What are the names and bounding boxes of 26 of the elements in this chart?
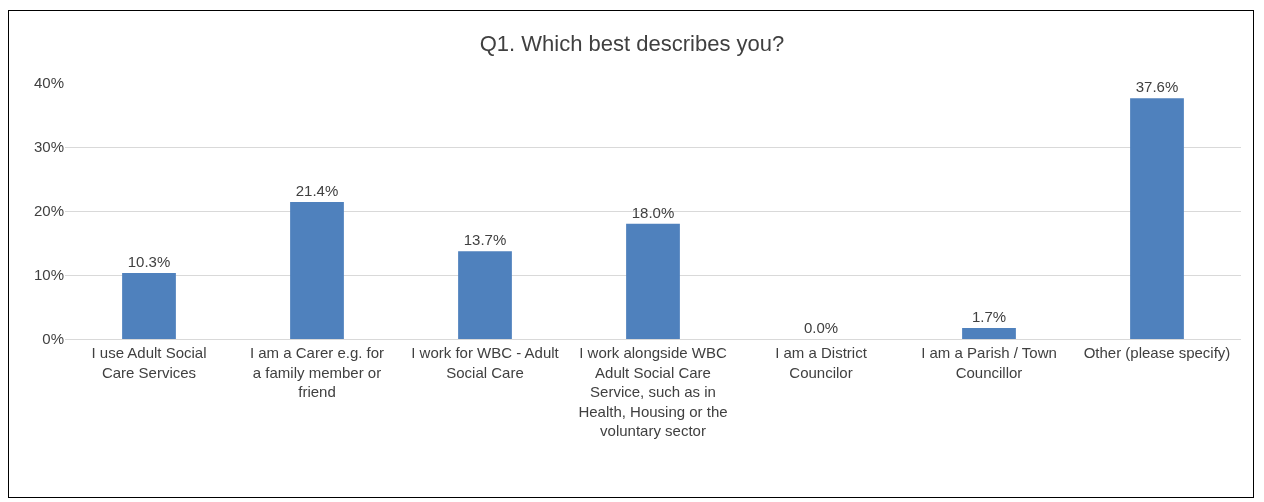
data-label: 37.6% <box>1135 78 1179 96</box>
x-tick-label: I am a Parish / Town Councillor <box>921 344 1057 381</box>
bar <box>1130 98 1184 339</box>
y-tick-label: 40% <box>33 74 64 92</box>
y-tick-label: 20% <box>33 202 64 220</box>
bar <box>962 328 1016 339</box>
chart-title: Q1. Which best describes you? <box>479 30 785 56</box>
data-label: 18.0% <box>631 203 675 221</box>
bar <box>122 273 176 339</box>
x-tick-label: Other (please specify) <box>1083 344 1231 361</box>
y-tick-label: 30% <box>33 138 64 156</box>
x-tick-label: I am a Carer e.g. for a family member or friend <box>249 344 385 400</box>
data-label: 1.7% <box>971 308 1007 326</box>
y-tick-label: 0% <box>42 330 64 348</box>
data-label: 10.3% <box>127 253 171 271</box>
bar <box>458 251 512 339</box>
x-tick-label: I work alongside WBC Adult Social Care Service, such as in Health, Housing or the voluntary sector <box>578 344 728 439</box>
data-label: 13.7% <box>463 231 507 249</box>
x-tick-label: I use Adult Social Care Services <box>91 344 207 381</box>
bar <box>626 223 680 339</box>
data-label: 0.0% <box>803 319 839 336</box>
y-tick-label: 10% <box>33 266 64 284</box>
x-tick-label: I am a District Councilor <box>775 344 868 381</box>
x-tick-label: I work for WBC - Adult Social Care <box>411 344 560 381</box>
data-label: 21.4% <box>295 182 339 200</box>
bar <box>290 202 344 339</box>
